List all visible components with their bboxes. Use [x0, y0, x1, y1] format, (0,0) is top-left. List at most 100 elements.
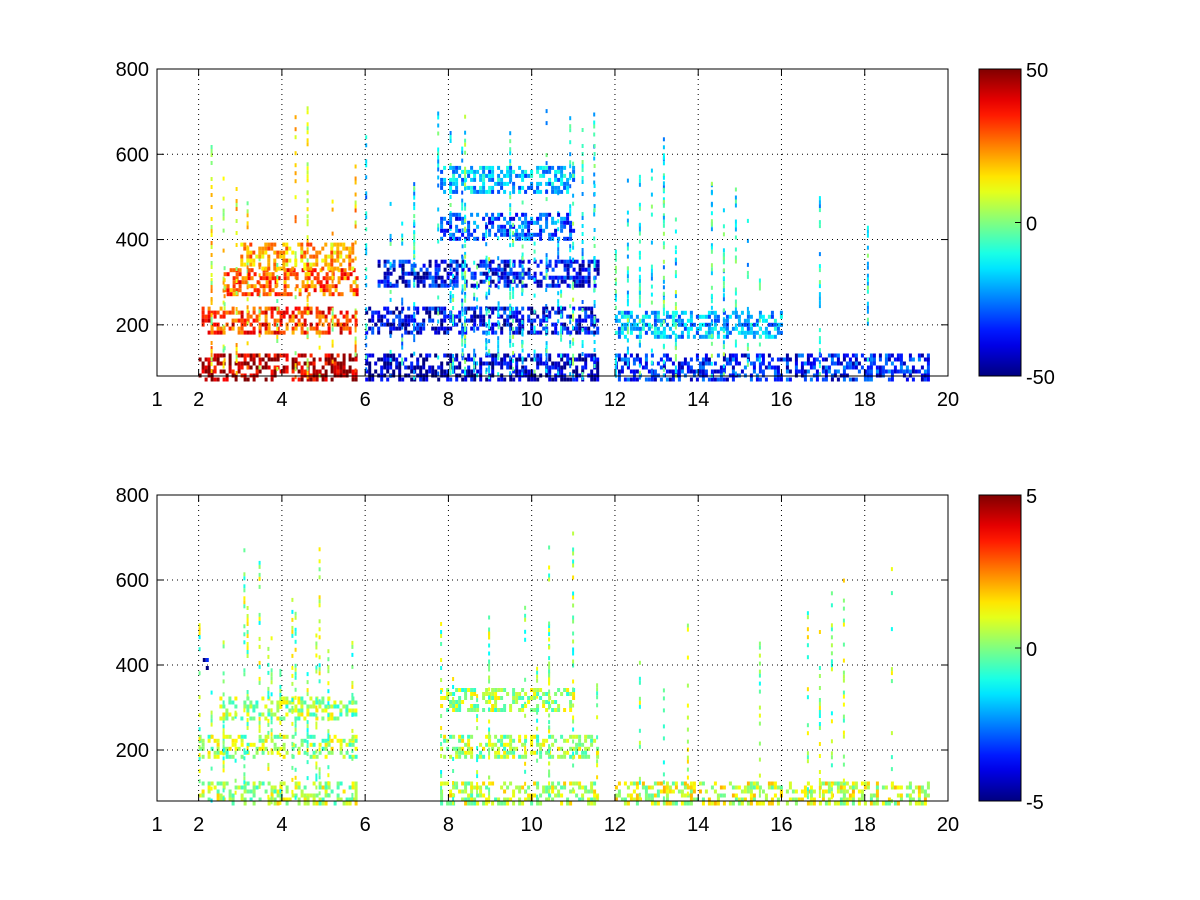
- heatmap-cell: [467, 369, 471, 374]
- heatmap-cell: [449, 371, 452, 375]
- heatmap-cell: [237, 785, 241, 790]
- heatmap-cell: [246, 606, 249, 610]
- heatmap-cell: [545, 353, 548, 358]
- x-tick-label: 12: [604, 389, 626, 411]
- heatmap-cell: [542, 275, 546, 280]
- heatmap-cell: [258, 720, 261, 725]
- heatmap-cell: [231, 369, 235, 374]
- heatmap-cell: [626, 178, 629, 183]
- heatmap-cell: [318, 330, 322, 335]
- heatmap-cell: [464, 182, 467, 187]
- heatmap-cell: [722, 308, 725, 313]
- heatmap-cell: [569, 184, 572, 189]
- heatmap-cell: [354, 180, 357, 185]
- heatmap-cell: [614, 297, 617, 302]
- heatmap-cell: [306, 310, 309, 315]
- heatmap-cell: [503, 746, 507, 751]
- heatmap-cell: [515, 306, 519, 311]
- heatmap-cell: [235, 371, 238, 375]
- heatmap-cell: [686, 330, 690, 335]
- heatmap-cell: [677, 361, 681, 366]
- heatmap-cell: [548, 573, 551, 578]
- heatmap-cell: [584, 353, 588, 358]
- heatmap-cell: [333, 704, 337, 709]
- heatmap-cell: [351, 369, 355, 374]
- heatmap-cell: [677, 322, 681, 327]
- heatmap-cell: [395, 361, 399, 366]
- heatmap-cell: [437, 275, 441, 280]
- heatmap-cell: [222, 348, 225, 353]
- heatmap-cell: [253, 284, 257, 289]
- heatmap-cell: [261, 266, 265, 271]
- heatmap-cell: [485, 266, 488, 271]
- heatmap-cell: [294, 314, 298, 319]
- heatmap-cell: [512, 169, 516, 174]
- heatmap-cell: [899, 357, 903, 362]
- heatmap-cell: [351, 246, 355, 251]
- heatmap-cell: [476, 326, 480, 331]
- heatmap-cell: [291, 310, 295, 315]
- heatmap-cell: [755, 318, 759, 323]
- heatmap-cell: [392, 353, 396, 358]
- heatmap-cell: [536, 330, 540, 335]
- heatmap-cell: [303, 716, 307, 721]
- heatmap-cell: [530, 275, 534, 280]
- heatmap-cell: [273, 318, 277, 323]
- heatmap-cell: [258, 265, 261, 270]
- heatmap-cell: [734, 187, 737, 192]
- heatmap-cell: [395, 357, 399, 362]
- heatmap-cell: [331, 343, 334, 348]
- heatmap-cell: [701, 369, 705, 374]
- heatmap-cell: [626, 266, 629, 271]
- heatmap-cell: [476, 704, 480, 708]
- heatmap-cell: [300, 742, 304, 747]
- heatmap-cell: [587, 797, 591, 802]
- heatmap-cell: [422, 365, 426, 370]
- heatmap-cell: [398, 326, 402, 331]
- heatmap-cell: [235, 359, 238, 363]
- heatmap-cell: [321, 330, 325, 335]
- heatmap-cell: [560, 228, 564, 233]
- heatmap-cell: [626, 362, 629, 367]
- heatmap-cell: [560, 754, 564, 759]
- heatmap-cell: [560, 313, 563, 318]
- heatmap-cell: [198, 627, 201, 632]
- heatmap-cell: [464, 754, 468, 759]
- heatmap-cell: [647, 377, 651, 382]
- heatmap-cell: [225, 750, 229, 755]
- heatmap-cell: [228, 353, 232, 358]
- heatmap-cell: [818, 204, 821, 209]
- heatmap-cell: [324, 801, 328, 806]
- heatmap-cell: [246, 622, 249, 626]
- heatmap-cell: [473, 322, 477, 327]
- heatmap-cell: [902, 361, 906, 366]
- heatmap-cell: [434, 353, 438, 358]
- heatmap-cell: [222, 360, 225, 365]
- heatmap-cell: [240, 742, 244, 747]
- heatmap-cell: [506, 754, 510, 759]
- heatmap-cell: [346, 276, 350, 281]
- heatmap-cell: [578, 271, 582, 276]
- heatmap-cell: [437, 267, 441, 272]
- heatmap-cell: [557, 353, 561, 358]
- heatmap-cell: [237, 369, 241, 374]
- heatmap-cell: [662, 373, 665, 378]
- heatmap-cell: [593, 144, 596, 148]
- heatmap-cell: [521, 256, 524, 261]
- heatmap-cell: [306, 178, 309, 183]
- heatmap-cell: [407, 318, 411, 323]
- heatmap-cell: [243, 576, 246, 581]
- heatmap-cell: [365, 163, 368, 168]
- heatmap-cell: [216, 746, 220, 751]
- heatmap-cell: [267, 357, 271, 362]
- heatmap-cell: [734, 339, 737, 344]
- heatmap-cell: [473, 306, 477, 311]
- heatmap-cell: [452, 801, 455, 805]
- heatmap-cell: [830, 353, 834, 358]
- heatmap-cell: [557, 310, 561, 315]
- heatmap-cell: [518, 357, 522, 362]
- heatmap-cell: [662, 197, 665, 202]
- heatmap-cell: [279, 793, 283, 798]
- heatmap-cell: [386, 365, 390, 370]
- heatmap-cell: [216, 738, 220, 743]
